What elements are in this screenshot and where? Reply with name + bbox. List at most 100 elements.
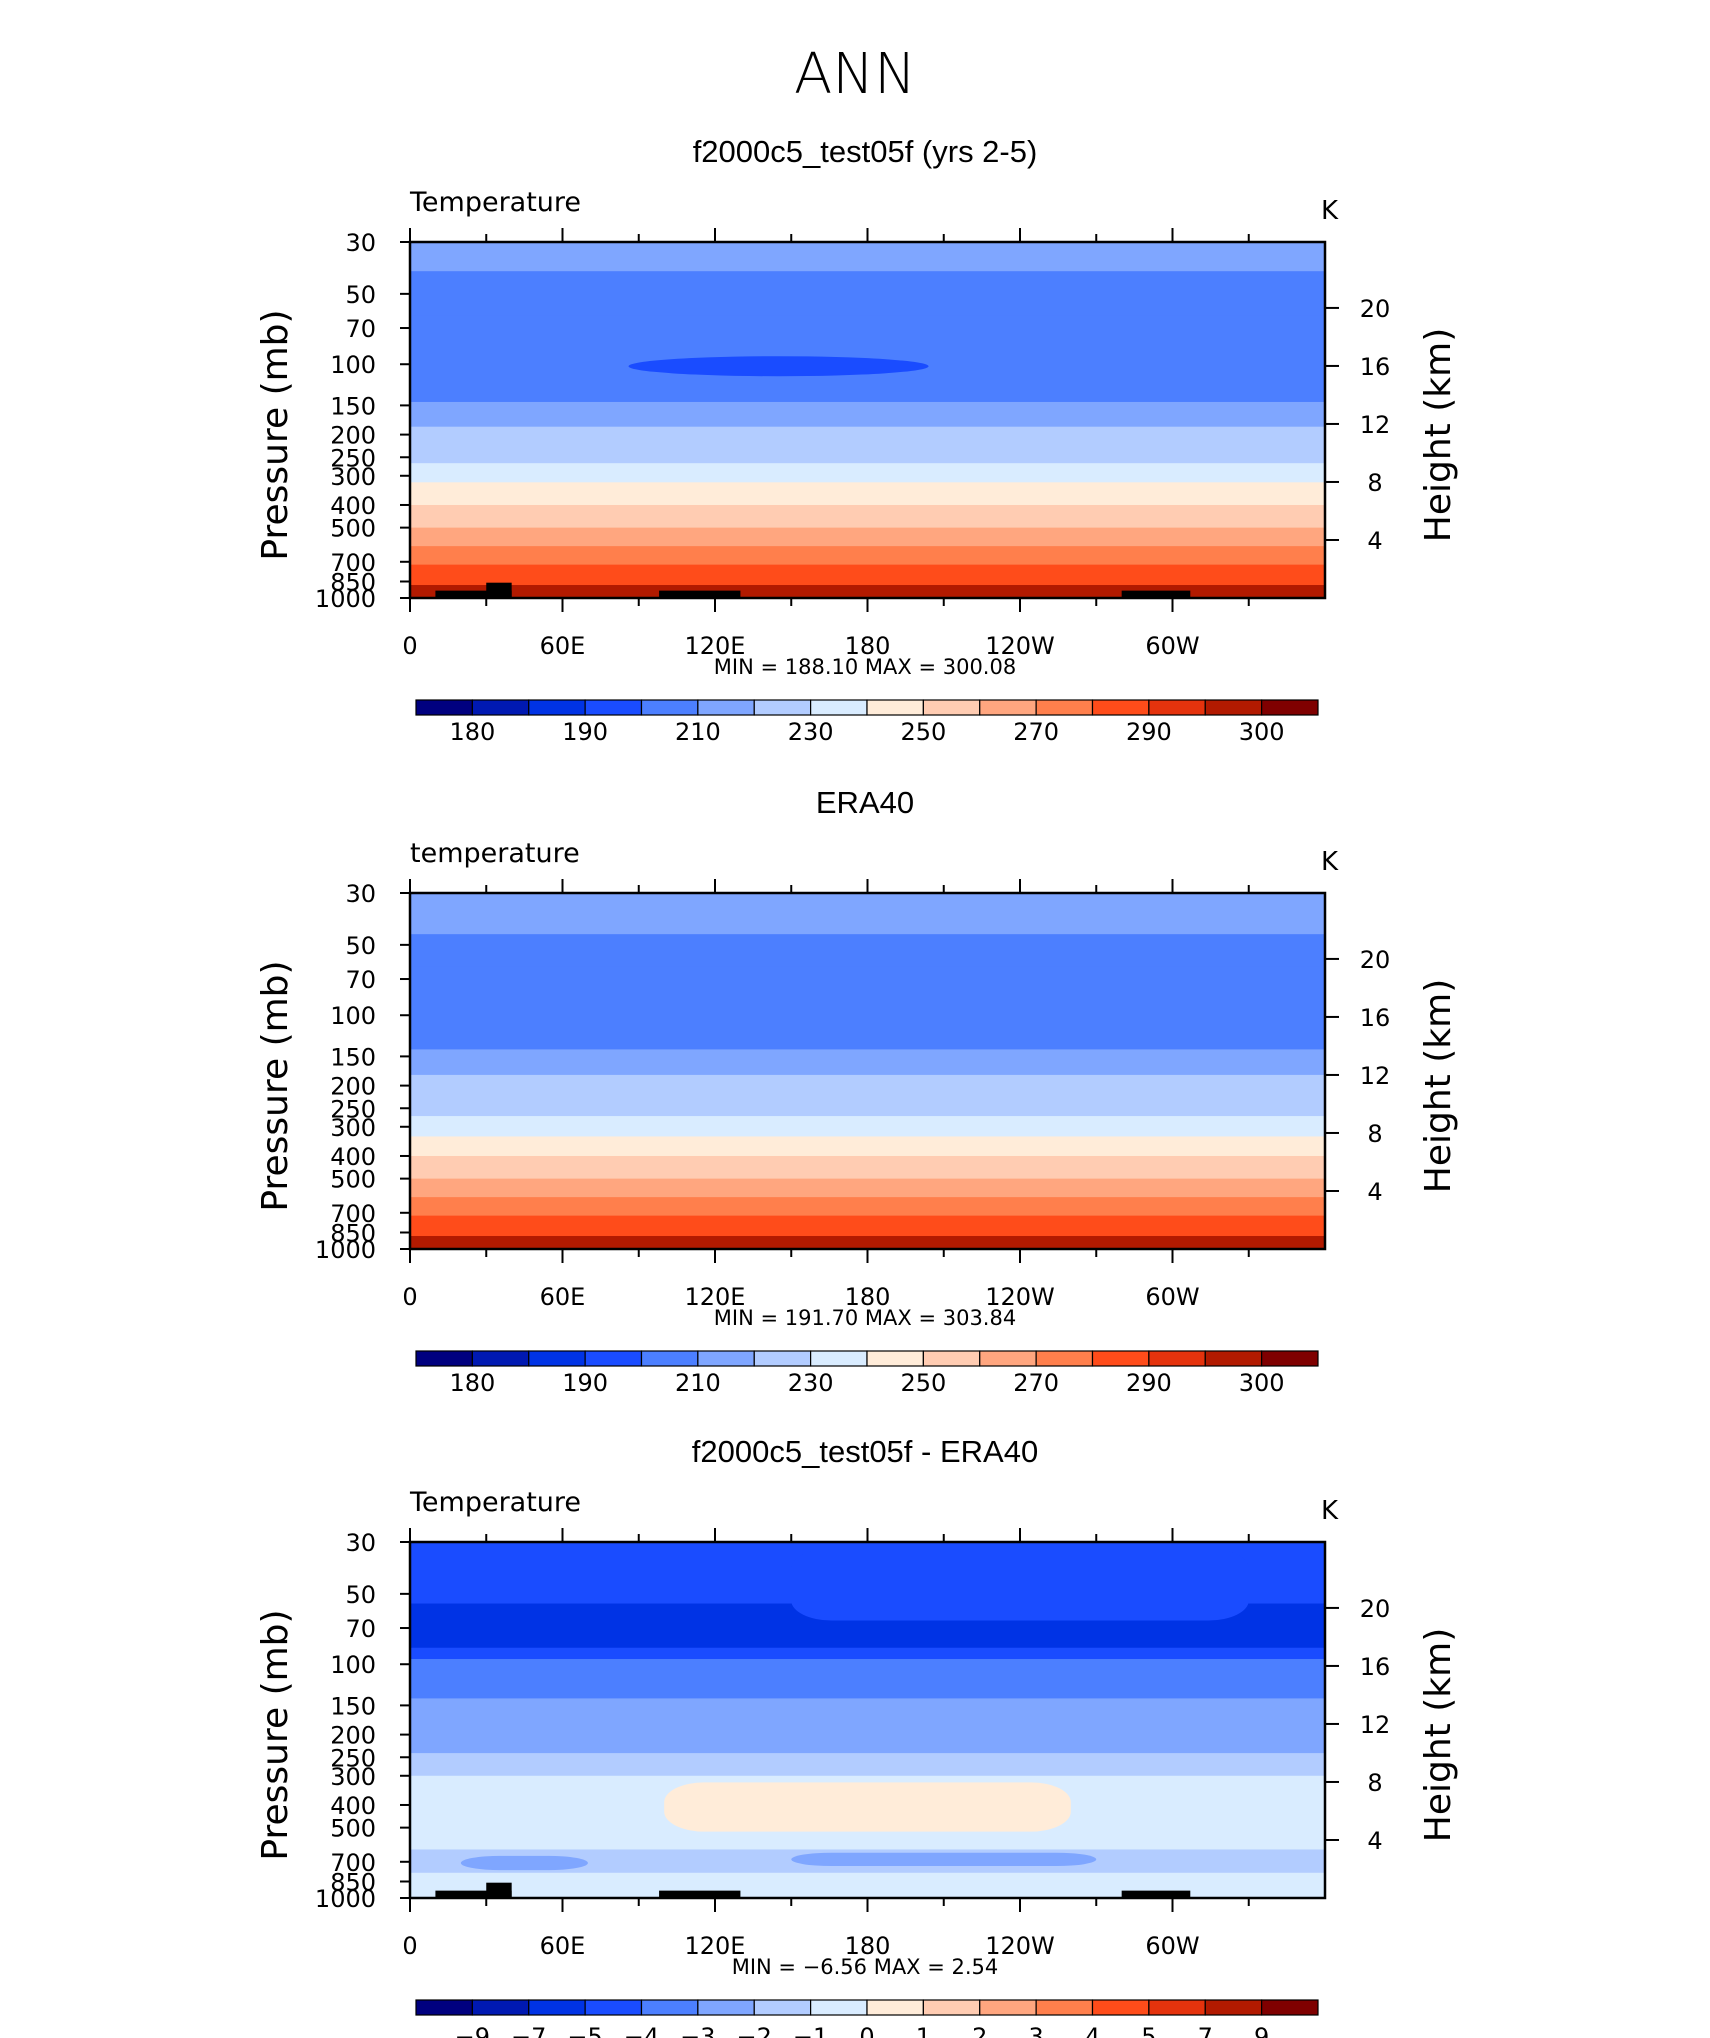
colorbar-label: 290 <box>1126 1369 1172 1397</box>
x-tick-label: 60E <box>540 1932 586 1960</box>
y2-tick-label: 20 <box>1360 1595 1391 1623</box>
colorbar-label: −7 <box>511 2023 546 2038</box>
y-tick-label: 100 <box>330 1002 376 1030</box>
contour-band <box>410 1074 1325 1096</box>
colorbar-label: 0 <box>859 2023 874 2038</box>
colorbar-swatch <box>1204 1999 1263 2016</box>
contour-band <box>410 1659 1325 1699</box>
y-axis-label: Pressure (mb) <box>255 309 296 560</box>
y-tick-label: 150 <box>330 1692 376 1720</box>
y-axis-label: Pressure (mb) <box>255 1609 296 1860</box>
x-tick-label: 180 <box>845 1283 891 1311</box>
colorbar-label: −4 <box>624 2023 659 2038</box>
y2-tick-label: 16 <box>1360 1004 1391 1032</box>
colorbar-label: 1 <box>916 2023 931 2038</box>
y-tick-label: 250 <box>330 1095 376 1123</box>
colorbar-swatch <box>584 1999 643 2016</box>
colorbar-label: 290 <box>1126 718 1172 746</box>
y-tick-label: 50 <box>345 1581 376 1609</box>
colorbar-swatch <box>1261 1999 1319 2016</box>
y-tick-label: 1000 <box>315 1885 376 1913</box>
topography <box>486 582 512 598</box>
y-tick-label: 1000 <box>315 585 376 613</box>
y2-axis-label: Height (km) <box>1418 328 1459 542</box>
colorbar-swatch <box>866 1350 924 1367</box>
y2-tick-label: 4 <box>1367 1827 1382 1855</box>
x-tick-label: 0 <box>402 1283 417 1311</box>
colorbar-swatch <box>1204 1350 1263 1367</box>
topography <box>1121 1890 1191 1898</box>
colorbar-swatch <box>810 1999 868 2016</box>
colorbar-swatch <box>810 1350 868 1367</box>
contour-band <box>410 426 1325 445</box>
colorbar-swatch <box>922 1350 981 1367</box>
colorbar-swatch <box>979 699 1037 716</box>
contour-band <box>410 546 1325 566</box>
colorbar-swatch <box>979 1999 1037 2016</box>
colorbar-swatch <box>1148 699 1206 716</box>
colorbar-label: 5 <box>1141 2023 1156 2038</box>
y-tick-label: 70 <box>345 966 376 994</box>
colorbar-swatch <box>810 699 868 716</box>
x-tick-label: 180 <box>845 1932 891 1960</box>
y-tick-label: 200 <box>330 422 376 450</box>
colorbar-swatch <box>1204 699 1263 716</box>
colorbar-label: 230 <box>788 1369 834 1397</box>
colorbar-label: 180 <box>449 718 495 746</box>
contour-blob <box>791 1852 1097 1867</box>
y2-tick-label: 8 <box>1367 1769 1382 1797</box>
colorbar-swatch <box>1035 699 1094 716</box>
contour-band <box>410 585 1325 598</box>
colorbar-label: 230 <box>788 718 834 746</box>
contour-band <box>410 1197 1325 1217</box>
colorbar-label: 250 <box>900 718 946 746</box>
min-max-stats: MIN = 188.10 MAX = 300.08 <box>714 655 1016 679</box>
y2-axis-label: Height (km) <box>1418 979 1459 1193</box>
x-tick-label: 60W <box>1145 1932 1199 1960</box>
colorbar-label: 300 <box>1239 1369 1285 1397</box>
colorbar-swatch <box>640 1350 699 1367</box>
topography <box>486 1882 512 1898</box>
units-label: K <box>1321 196 1339 226</box>
panel-title: f2000c5_test05f - ERA40 <box>692 1434 1038 1469</box>
colorbar-swatch <box>471 699 530 716</box>
colorbar-swatch <box>528 1999 586 2016</box>
y-tick-label: 400 <box>330 492 376 520</box>
contour-band <box>410 401 1325 428</box>
colorbar-label: 9 <box>1254 2023 1269 2038</box>
y2-tick-label: 20 <box>1360 946 1391 974</box>
topography <box>659 1890 741 1898</box>
x-tick-label: 0 <box>402 1932 417 1960</box>
colorbar-label: −9 <box>455 2023 490 2038</box>
y-tick-label: 850 <box>330 1869 376 1897</box>
contour-band <box>410 504 1325 529</box>
colorbar-label: 4 <box>1085 2023 1100 2038</box>
y-tick-label: 300 <box>330 463 376 491</box>
colorbar-label: 7 <box>1198 2023 1213 2038</box>
colorbar-swatch <box>697 699 755 716</box>
units-label: K <box>1321 1496 1339 1526</box>
contour-blob <box>460 1855 588 1871</box>
colorbar-label: 2 <box>972 2023 987 2038</box>
colorbar-swatch <box>1091 1350 1150 1367</box>
y-tick-label: 300 <box>330 1763 376 1791</box>
y-tick-label: 150 <box>330 1043 376 1071</box>
contour-band <box>410 1155 1325 1180</box>
contour-band <box>410 271 1325 317</box>
colorbar-swatch <box>528 1350 586 1367</box>
y2-tick-label: 4 <box>1367 1178 1382 1206</box>
x-tick-label: 60W <box>1145 1283 1199 1311</box>
colorbar-swatch <box>528 699 586 716</box>
x-tick-label: 120E <box>685 1932 746 1960</box>
y2-tick-label: 8 <box>1367 469 1382 497</box>
min-max-stats: MIN = 191.70 MAX = 303.84 <box>714 1306 1016 1330</box>
y-tick-label: 100 <box>330 351 376 379</box>
colorbar-label: −1 <box>793 2023 828 2038</box>
colorbar-swatch <box>1035 1999 1094 2016</box>
colorbar-swatch <box>866 699 924 716</box>
contour-band <box>410 1136 1325 1157</box>
y-tick-label: 30 <box>345 880 376 908</box>
contour-band <box>410 463 1325 483</box>
colorbar-swatch <box>584 1350 643 1367</box>
